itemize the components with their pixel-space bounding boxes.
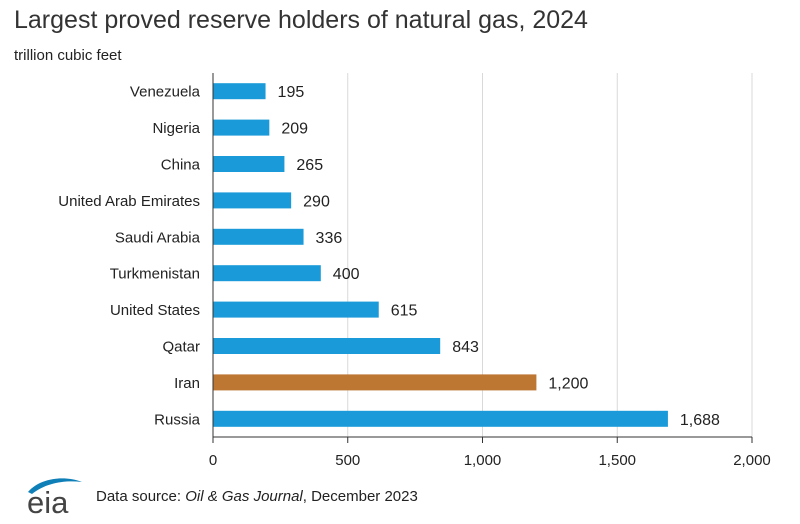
bar — [213, 301, 379, 318]
x-tick-label: 2,000 — [733, 452, 771, 469]
bar-series — [213, 83, 668, 427]
data-label: 209 — [281, 121, 308, 138]
bar — [213, 228, 304, 245]
chart-title: Largest proved reserve holders of natura… — [14, 6, 588, 34]
eia-logo: eia — [27, 478, 82, 516]
data-label: 265 — [296, 157, 323, 174]
unit-label: trillion cubic feet — [14, 47, 122, 64]
source-date: , December 2023 — [302, 487, 418, 505]
footer: eia Data source: Oil & Gas Journal, Dece… — [24, 476, 418, 516]
data-source: Data source: Oil & Gas Journal, December… — [96, 488, 418, 505]
category-label: Nigeria — [152, 120, 200, 137]
category-labels: Venezuela Nigeria China United Arab Emirate… — [58, 84, 200, 429]
data-label: 195 — [278, 84, 305, 101]
category-label: Saudi Arabia — [115, 229, 201, 246]
bar — [213, 410, 668, 427]
category-label: Venezuela — [130, 84, 201, 101]
category-label: Qatar — [162, 339, 200, 356]
category-label: United Arab Emirates — [58, 193, 200, 210]
category-label: United States — [110, 302, 200, 319]
data-label: 336 — [316, 230, 343, 247]
data-label: 843 — [452, 339, 479, 356]
bar — [213, 265, 321, 282]
x-tick-label: 500 — [335, 452, 360, 469]
bar — [213, 119, 270, 136]
bar — [213, 156, 285, 172]
logo-swoosh-icon — [28, 478, 82, 494]
bar — [213, 374, 537, 391]
bar — [213, 83, 266, 100]
x-tick-label: 1,500 — [598, 452, 636, 469]
x-tick-label: 1,000 — [464, 452, 502, 469]
logo-text: eia — [27, 485, 69, 516]
x-axis-ticks: 0 500 1,000 1,500 2,000 — [209, 73, 771, 469]
bar-chart: Venezuela Nigeria China United Arab Emirate… — [58, 73, 771, 469]
bar — [213, 338, 441, 354]
bar — [213, 192, 292, 209]
data-label: 1,200 — [548, 375, 588, 392]
data-label: 400 — [333, 266, 360, 283]
data-label: 290 — [303, 193, 330, 210]
value-labels: 195 209 265 290 336 400 615 843 1,200 1,688 — [278, 84, 721, 429]
source-publication: Oil & Gas Journal — [185, 487, 303, 505]
data-label: 1,688 — [680, 412, 720, 429]
x-tick-label: 0 — [209, 452, 217, 469]
source-prefix: Data source: — [96, 487, 186, 505]
category-label: Iran — [174, 375, 200, 392]
category-label: Turkmenistan — [110, 266, 200, 283]
data-label: 615 — [391, 303, 418, 320]
category-label: Russia — [154, 411, 201, 428]
category-label: China — [161, 157, 201, 174]
